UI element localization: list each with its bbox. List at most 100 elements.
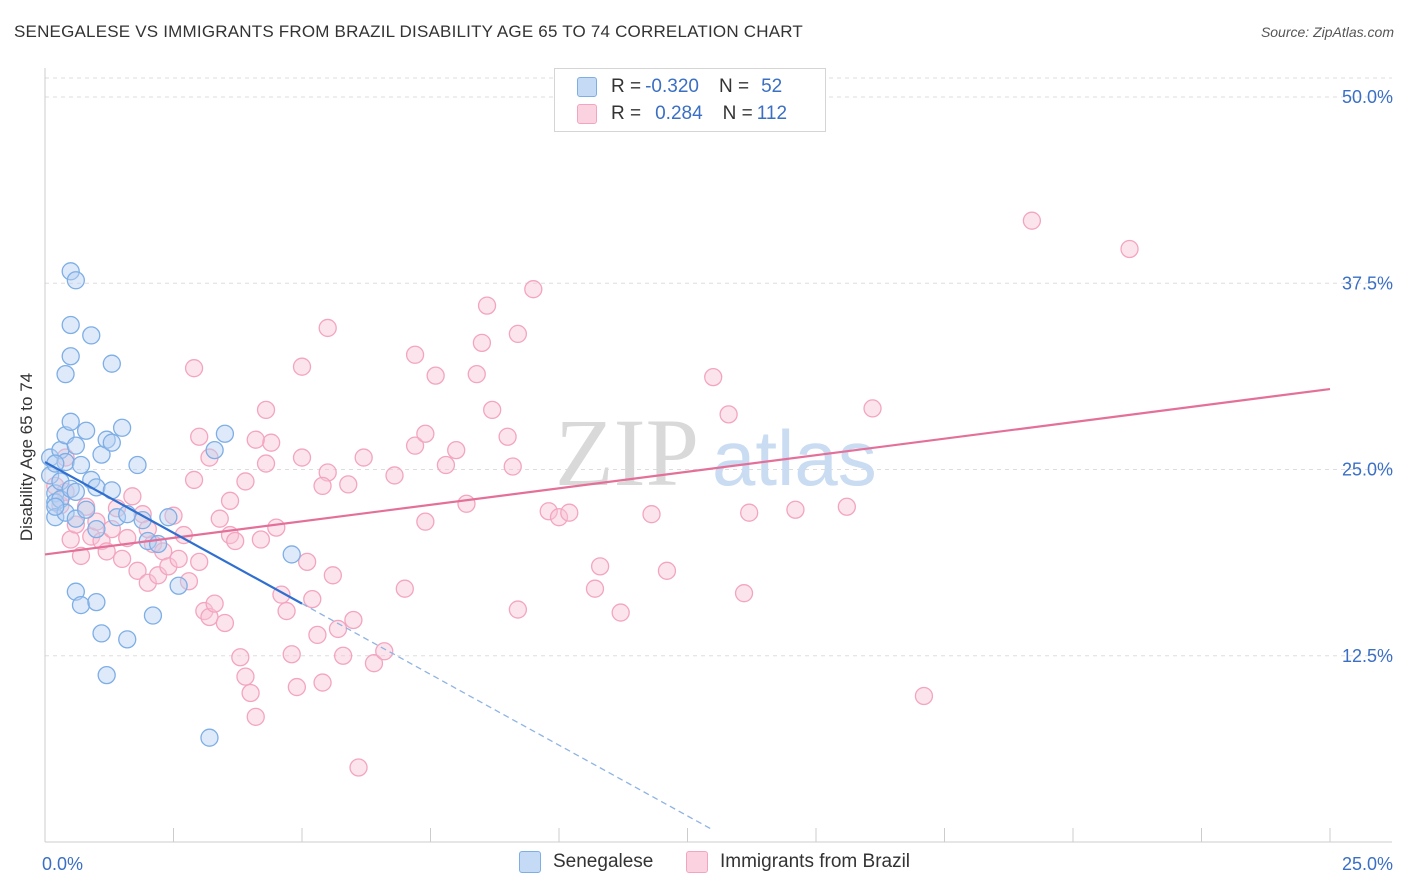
data-point-brazil (262, 433, 281, 452)
legend-n-value: 112 (756, 103, 788, 124)
y-tick-label: 37.5% (1342, 273, 1393, 293)
data-point-brazil (256, 400, 276, 420)
data-point-senegalese (87, 592, 106, 612)
data-point-brazil (246, 707, 265, 726)
data-point-brazil (349, 758, 368, 777)
legend-label-senegalese: Senegalese (553, 851, 654, 872)
data-point-brazil (313, 673, 332, 692)
y-tick-label: 50.0% (1342, 87, 1393, 107)
legend-row-senegalese: R = -0.320 N = 52 (577, 74, 782, 100)
data-point-brazil (236, 472, 255, 491)
data-point-senegalese (71, 595, 91, 615)
legend-row-brazil: R = 0.284 N = 112 (577, 101, 787, 127)
data-point-senegalese (66, 436, 85, 455)
data-point-brazil (128, 561, 147, 580)
legend-swatch-brazil (686, 851, 708, 873)
data-point-brazil (590, 557, 610, 576)
data-point-brazil (339, 475, 358, 494)
data-point-senegalese (66, 482, 85, 502)
legend-r-value: -0.320 (645, 76, 699, 97)
data-point-brazil (318, 318, 337, 338)
data-point-brazil (364, 654, 384, 673)
legend-label-brazil: Immigrants from Brazil (720, 851, 911, 872)
data-point-brazil (436, 455, 456, 475)
data-point-brazil (395, 579, 414, 598)
data-point-senegalese (97, 430, 116, 449)
data-point-senegalese (118, 630, 137, 649)
data-point-brazil (241, 683, 260, 703)
data-point-brazil (416, 424, 435, 443)
data-point-senegalese (56, 364, 75, 384)
data-point-brazil (210, 509, 229, 528)
data-point-brazil (539, 502, 558, 521)
data-point-brazil (1120, 239, 1139, 259)
correlation-legend: R = -0.320 N = 52 R = 0.284 N = 112 (554, 68, 826, 132)
data-point-brazil (863, 399, 882, 418)
data-point-brazil (282, 645, 301, 664)
data-point-senegalese (51, 472, 70, 491)
trend-line-senegalese (44, 461, 303, 605)
data-point-senegalese (87, 519, 106, 539)
data-point-brazil (611, 603, 630, 622)
data-point-brazil (313, 476, 332, 496)
data-point-brazil (457, 494, 476, 513)
data-point-brazil (215, 613, 235, 633)
data-point-senegalese (56, 503, 75, 522)
data-point-brazil (657, 561, 677, 580)
data-point-senegalese (102, 433, 121, 452)
data-point-brazil (704, 367, 723, 387)
data-point-brazil (287, 677, 307, 697)
data-point-brazil (190, 552, 209, 572)
data-point-brazil (1022, 211, 1042, 230)
data-point-brazil (251, 530, 271, 549)
data-point-senegalese (112, 418, 132, 437)
data-point-brazil (190, 427, 209, 446)
data-point-brazil (467, 364, 486, 384)
data-point-senegalese (282, 545, 301, 564)
data-point-senegalese (107, 508, 127, 527)
data-point-brazil (138, 573, 157, 592)
data-point-brazil (508, 600, 528, 619)
data-point-brazil (292, 448, 312, 467)
data-point-brazil (498, 427, 517, 446)
data-point-senegalese (76, 500, 96, 519)
data-point-brazil (333, 646, 353, 665)
data-point-brazil (560, 503, 579, 522)
data-point-brazil (344, 610, 363, 630)
data-point-brazil (184, 359, 204, 378)
trend-line-brazil (44, 387, 1331, 556)
data-point-senegalese (46, 497, 65, 516)
data-point-brazil (277, 601, 296, 621)
data-point-brazil (405, 345, 425, 364)
data-point-brazil (734, 584, 754, 603)
legend-item-brazil[interactable]: Immigrants from Brazil (686, 851, 910, 873)
legend-n-label: N = (718, 76, 750, 97)
data-point-brazil (92, 531, 111, 551)
x-tick-label: 25.0% (1342, 854, 1393, 874)
data-point-brazil (740, 503, 759, 522)
data-point-brazil (477, 296, 497, 315)
data-point-senegalese (71, 455, 91, 475)
data-point-senegalese (61, 262, 80, 281)
data-point-senegalese (102, 354, 121, 373)
data-point-senegalese (66, 582, 85, 601)
y-axis-label: Disability Age 65 to 74 (17, 373, 36, 541)
data-point-brazil (385, 466, 404, 485)
data-point-senegalese (200, 728, 219, 747)
legend-item-senegalese[interactable]: Senegalese (519, 851, 653, 873)
legend-swatch-senegalese (519, 851, 541, 873)
data-point-brazil (719, 405, 738, 424)
data-point-brazil (71, 546, 91, 566)
source-label: Source: ZipAtlas.com (1260, 24, 1394, 40)
series-brazil (46, 211, 1139, 777)
data-point-senegalese (82, 326, 101, 345)
data-point-brazil (220, 491, 240, 510)
data-point-senegalese (40, 466, 60, 485)
data-point-brazil (354, 448, 373, 467)
data-point-brazil (786, 500, 805, 519)
chart-title: SENEGALESE VS IMMIGRANTS FROM BRAZIL DIS… (14, 22, 803, 41)
data-point-brazil (123, 487, 142, 506)
data-point-brazil (416, 512, 435, 531)
trend-line-senegalese-extension (301, 603, 714, 831)
